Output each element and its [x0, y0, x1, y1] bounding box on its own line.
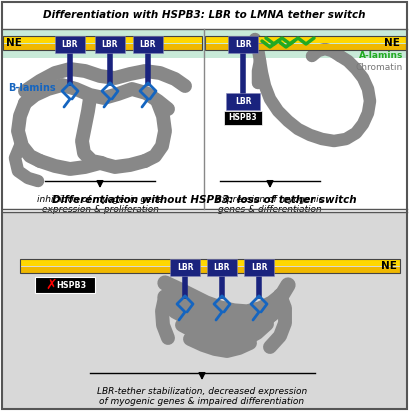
Text: ✗: ✗: [45, 277, 57, 291]
Bar: [35, 277, 95, 293]
Bar: [95, 36, 125, 53]
Text: inhibition of myogenic gene
expression & proliferation: inhibition of myogenic gene expression &…: [37, 195, 163, 215]
Text: LBR: LBR: [102, 40, 118, 49]
Text: HSPB3: HSPB3: [229, 113, 257, 122]
Bar: [226, 93, 260, 110]
Bar: [133, 36, 163, 53]
Text: LBR: LBR: [214, 263, 230, 272]
Text: LBR: LBR: [177, 263, 193, 272]
Bar: [205, 44, 406, 50]
Bar: [244, 259, 274, 276]
Bar: [3, 36, 202, 43]
Bar: [207, 259, 237, 276]
Text: expression of myogenic
genes & differentiation: expression of myogenic genes & different…: [216, 195, 324, 215]
Text: Differentiation without HSPB3: loss of tether switch: Differentiation without HSPB3: loss of t…: [52, 195, 356, 205]
Bar: [3, 36, 202, 50]
Bar: [20, 259, 400, 273]
Bar: [2, 213, 407, 409]
Text: Chromatin: Chromatin: [356, 62, 403, 72]
Bar: [205, 36, 406, 50]
Text: LBR: LBR: [235, 40, 251, 49]
Bar: [170, 259, 200, 276]
Text: NE: NE: [381, 261, 397, 271]
Text: LBR-tether stabilization, decreased expression
of myogenic genes & impaired diff: LBR-tether stabilization, decreased expr…: [97, 387, 307, 406]
Text: LBR: LBR: [235, 97, 251, 106]
Bar: [2, 0, 407, 29]
Bar: [2, 58, 407, 212]
Text: Differentiation with HSPB3: LBR to LMNA tether switch: Differentiation with HSPB3: LBR to LMNA …: [43, 10, 365, 20]
Text: LBR: LBR: [140, 40, 156, 49]
Text: A-lamins: A-lamins: [359, 51, 403, 60]
Bar: [20, 267, 400, 273]
Text: LBR: LBR: [62, 40, 78, 49]
Bar: [2, 30, 407, 209]
Bar: [224, 111, 262, 125]
Bar: [20, 259, 400, 266]
Bar: [55, 36, 85, 53]
Text: LBR: LBR: [251, 263, 267, 272]
Text: B-lamins: B-lamins: [8, 83, 56, 93]
Bar: [228, 36, 258, 53]
Bar: [3, 44, 202, 50]
Bar: [205, 36, 406, 43]
Text: HSPB3: HSPB3: [56, 280, 86, 289]
Text: NE: NE: [384, 38, 400, 48]
Text: NE: NE: [6, 38, 22, 48]
